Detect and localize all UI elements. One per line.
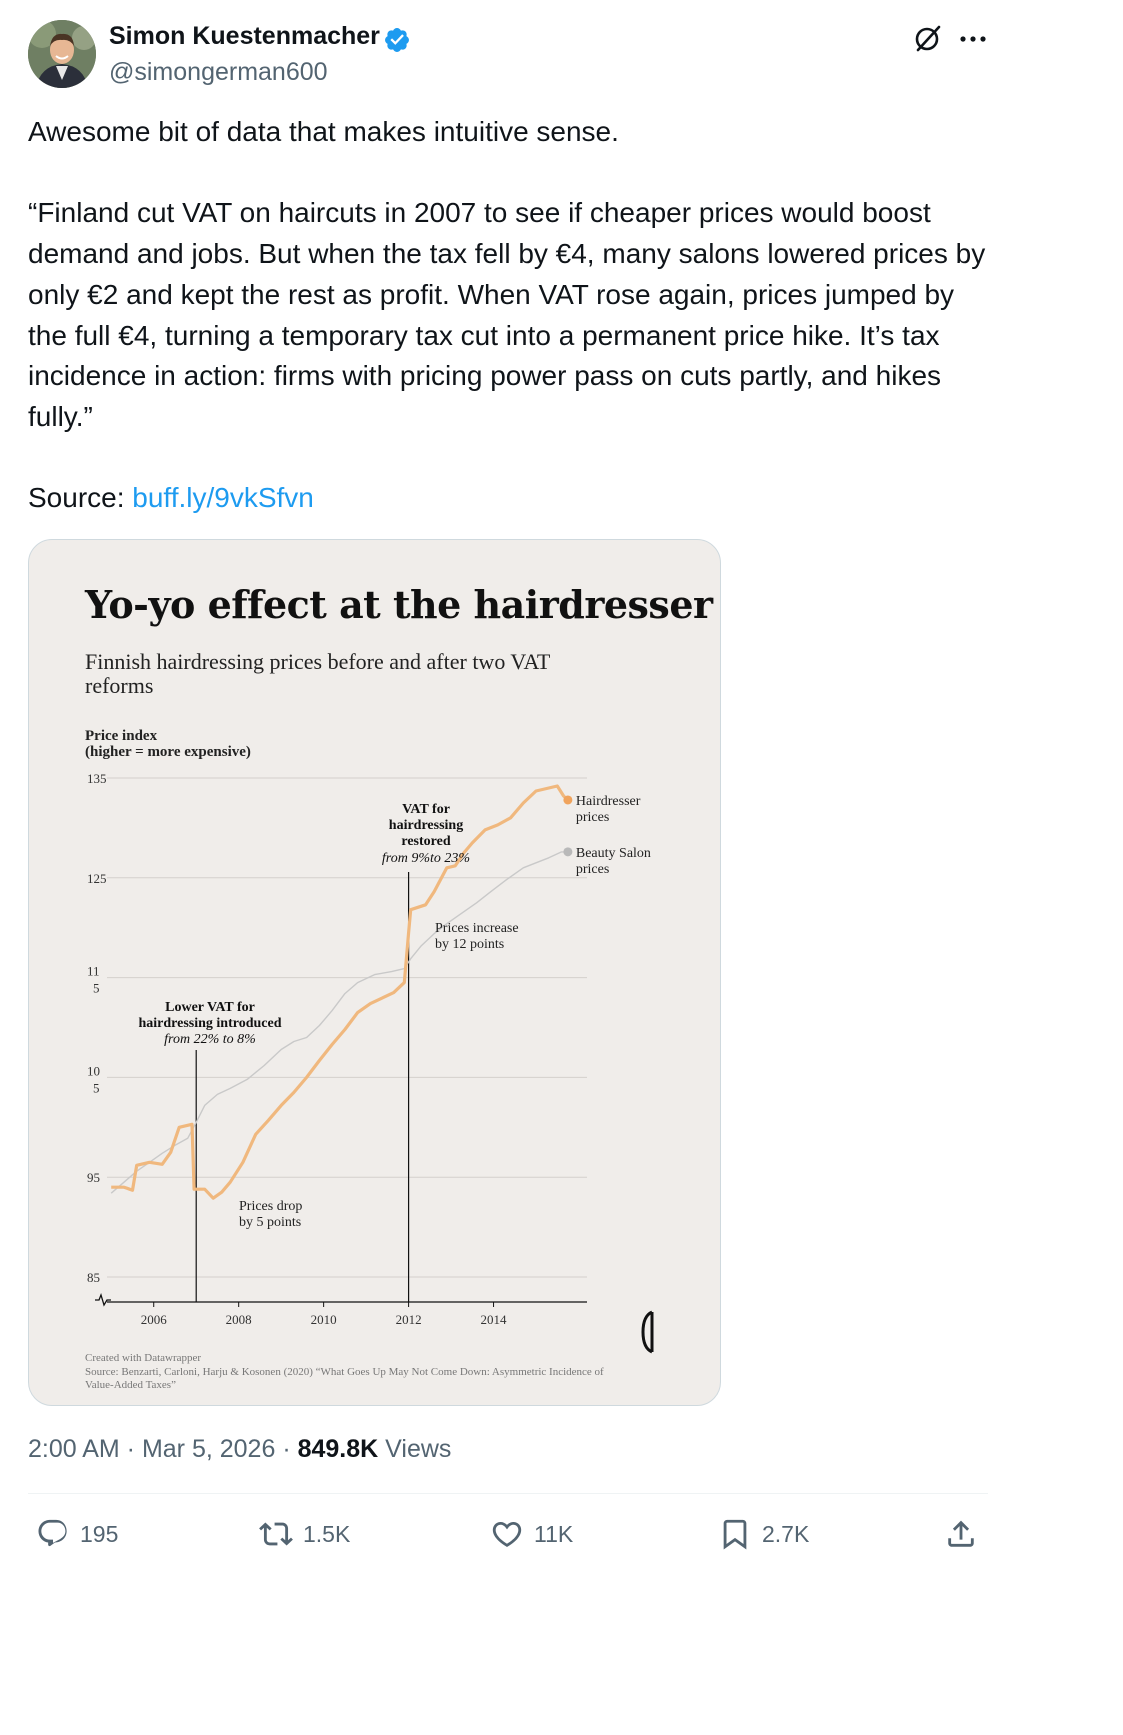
y-tick-label: 11 5 [87,964,100,996]
source-link[interactable]: buff.ly/9vkSfvn [132,482,314,514]
y-tick-label: 10 5 [87,1063,100,1095]
more-options-icon[interactable] [956,22,990,56]
share-button[interactable] [944,1514,978,1554]
y-tick-label: 125 [87,871,107,886]
tweet-text: Awesome bit of data that makes intuitive… [28,112,988,519]
like-button[interactable]: 11K [490,1514,573,1554]
chart-subtitle: Finnish hairdressing prices before and a… [85,649,550,698]
chart-ylabel-line1: Price index [85,728,158,744]
author-handle[interactable]: @simongerman600 [109,58,328,86]
verified-badge-icon [385,28,409,52]
post-date[interactable]: Mar 5, 2026 [141,1435,276,1463]
like-count: 11K [534,1520,574,1547]
heart-icon [492,1521,522,1547]
chart-ylabel-line2: (higher = more expensive) [85,744,251,760]
author-name[interactable]: Simon Kuestenmacher [109,22,380,50]
annotation-vat-restored-line4: from 9%to 23% [382,851,470,866]
tweet-media-chart[interactable]: Yo-yo effect at the hairdresser Finnish … [28,539,721,1406]
annotation-vat-restored-line2: hairdressing [389,818,463,833]
x-tick-label: 2010 [311,1312,337,1327]
post-time[interactable]: 2:00 AM [28,1435,120,1463]
repost-icon [259,1522,293,1546]
chart-series: Beauty Salon prices Hairdresser prices [110,784,651,1200]
reply-count: 195 [80,1520,119,1547]
beauty-salon-prices-line [110,851,568,1194]
x-tick-label: 2006 [141,1312,168,1327]
views-count: 849.8K [297,1435,379,1463]
post-meta: 2:00 AM · Mar 5, 2026 · 849.8K Views [28,1435,451,1464]
annotation-vat-restored-line1: VAT for [402,802,450,817]
y-tick-label: 95 [87,1170,100,1185]
annotation-lower-vat-line2: hairdressing introduced [138,1016,281,1031]
chart-event-lines [195,872,410,1302]
annotation-vat-restored-line3: restored [401,834,450,849]
x-tick-label: 2012 [396,1312,422,1327]
reply-icon [38,1519,67,1547]
y-tick-label: 135 [87,771,107,786]
bookmark-icon [723,1519,747,1550]
annotation-prices-drop-line2: by 5 points [239,1215,301,1230]
y-tick-label: 85 [87,1270,100,1285]
repost-count: 1.5K [303,1520,351,1547]
axis-break-icon [95,1293,111,1307]
source-label: Source: [28,482,133,514]
chart-y-ticks: 135 125 11 5 10 5 95 85 [87,771,107,1285]
divider [28,1493,988,1494]
reply-button[interactable]: 195 [36,1514,118,1554]
chart-gridlines [107,777,587,1303]
annotation-prices-drop-line1: Prices drop [239,1199,302,1214]
chart-ylabel: Price index (higher = more expensive) [85,728,251,760]
beauty-salon-end-dot [563,847,573,857]
views-label: Views [378,1435,452,1463]
grok-icon[interactable] [912,22,944,54]
hairdresser-series-label: Hairdresser prices [576,794,641,825]
tweet-source: Source: buff.ly/9vkSfvn [28,478,988,519]
annotation-prices-increase-line1: Prices increase [435,921,519,936]
meta-separator: · [119,1435,142,1463]
repost-button[interactable]: 1.5K [259,1514,350,1554]
annotation-prices-increase-line2: by 12 points [435,937,504,952]
bookmark-button[interactable]: 2.7K [718,1514,809,1554]
chart-footer-created: Created with Datawrapper [85,1352,202,1364]
x-tick-label: 2014 [481,1312,508,1327]
annotation-lower-vat-line3: from 22% to 8% [164,1032,256,1047]
annotation-lower-vat-line1: Lower VAT for [165,1000,255,1015]
chart-title: Yo-yo effect at the hairdresser [85,582,713,627]
hairdresser-end-dot [563,795,573,805]
tweet-quote: “Finland cut VAT on haircuts in 2007 to … [28,197,986,432]
bookmark-count: 2.7K [762,1520,810,1547]
meta-separator: · [275,1435,298,1463]
hairdresser-prices-line [111,784,569,1200]
share-icon [948,1520,974,1547]
x-tick-label: 2008 [226,1312,252,1327]
avatar[interactable] [28,20,96,88]
beauty-salon-series-label: Beauty Salon prices [576,846,651,877]
tweet-line-intro: Awesome bit of data that makes intuitive… [28,116,619,147]
chart-x-ticks: 2006 2008 2010 2012 2014 [141,1302,507,1327]
chart-footer-source: Source: Benzarti, Carloni, Harju & Koson… [85,1366,604,1391]
avatar-image [28,20,96,88]
publisher-logo [641,1310,654,1354]
